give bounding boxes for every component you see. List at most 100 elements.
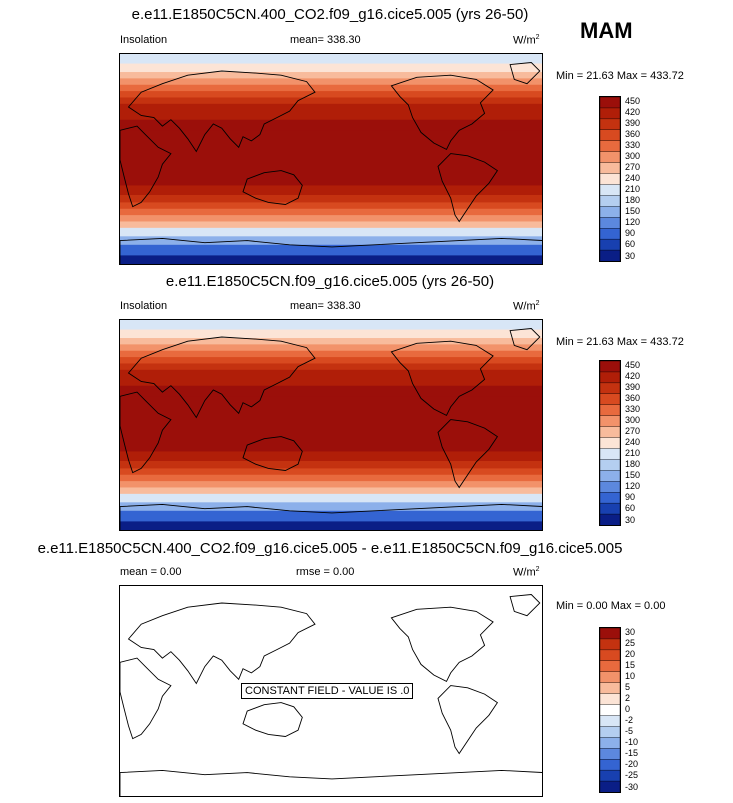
colorbar-swatch — [599, 448, 621, 461]
colorbar-swatch — [599, 140, 621, 153]
panel2-colorbar-labels: 450 420 390 360 330 300 270 240 210 180 150 120 90 60… — [625, 360, 665, 526]
panel2-title: e.e11.E1850C5CN.f09_g16.cice5.005 (yrs 2… — [165, 273, 495, 290]
colorbar-swatch — [599, 671, 621, 684]
colorbar-swatch — [599, 238, 621, 251]
insolation-band — [120, 97, 542, 105]
colorbar-swatch — [599, 107, 621, 120]
insolation-band — [120, 320, 542, 331]
coastline — [127, 602, 316, 685]
colorbar-swatch — [599, 682, 621, 695]
colorbar-level-label: 270 — [625, 425, 641, 436]
season-label: MAM — [580, 18, 633, 43]
insolation-band — [120, 111, 542, 121]
insolation-band — [120, 72, 542, 79]
insolation-band — [120, 54, 542, 65]
insolation-band — [120, 521, 542, 530]
colorbar-level-label: 90 — [625, 492, 636, 503]
colorbar-level-label: 2 — [625, 692, 631, 703]
panel3-units: W/m2 — [513, 566, 540, 579]
panel3-colorbar — [599, 627, 621, 793]
panel3-mean-label: mean = 0.00 — [120, 566, 182, 578]
panel3-title: e.e11.E1850C5CN.400_CO2.f09_g16.cice5.00… — [37, 540, 623, 557]
colorbar-level-label: 360 — [625, 392, 641, 403]
insolation-band — [120, 78, 542, 86]
insolation-band — [120, 63, 542, 73]
colorbar-swatch — [599, 129, 621, 142]
colorbar-swatch — [599, 217, 621, 229]
colorbar-swatch — [599, 704, 621, 717]
colorbar-swatch — [599, 693, 621, 706]
colorbar-swatch — [599, 758, 621, 771]
colorbar-swatch — [599, 227, 621, 240]
colorbar-level-label: 450 — [625, 95, 641, 106]
insolation-band — [120, 338, 542, 345]
coastline — [242, 170, 303, 205]
colorbar-swatch — [599, 415, 621, 428]
colorbar-level-label: 150 — [625, 470, 641, 481]
coastline — [509, 594, 541, 617]
insolation-band — [120, 329, 542, 339]
coastline — [437, 419, 499, 489]
colorbar-level-label: -25 — [625, 770, 639, 781]
panel2-variable-label: Insolation — [120, 300, 168, 312]
colorbar-swatch — [599, 437, 621, 450]
colorbar-level-label: -30 — [625, 781, 639, 792]
colorbar-swatch — [599, 769, 621, 782]
insolation-band — [120, 208, 542, 216]
colorbar-level-label: 15 — [625, 659, 636, 670]
colorbar-level-label: 60 — [625, 239, 636, 250]
colorbar-swatch — [599, 649, 621, 662]
colorbar-swatch — [599, 206, 621, 218]
colorbar-level-label: 330 — [625, 403, 641, 414]
insolation-band — [120, 474, 542, 482]
coastline — [390, 606, 494, 683]
colorbar-swatch — [599, 184, 621, 197]
colorbar-level-label: -5 — [625, 726, 634, 737]
colorbar-swatch — [599, 737, 621, 749]
insolation-band — [120, 363, 542, 371]
colorbar-level-label: -10 — [625, 737, 639, 748]
coastline — [242, 702, 303, 737]
colorbar-level-label: 360 — [625, 128, 641, 139]
colorbar-level-label: 240 — [625, 173, 641, 183]
colorbar-swatch — [599, 151, 621, 164]
panel2-units: W/m2 — [513, 300, 540, 313]
colorbar-level-label: -20 — [625, 759, 639, 770]
insolation-band — [120, 385, 542, 397]
colorbar-level-label: 300 — [625, 150, 641, 161]
coastline — [242, 436, 303, 471]
insolation-band — [120, 130, 542, 187]
insolation-band — [120, 119, 542, 131]
insolation-band — [120, 215, 542, 223]
coastline — [120, 503, 542, 530]
panel3-minmax: Min = 0.00 Max = 0.00 — [556, 600, 666, 612]
colorbar-swatch — [599, 748, 621, 760]
insolation-band — [120, 255, 542, 264]
colorbar-swatch — [599, 638, 621, 651]
insolation-band — [120, 185, 542, 196]
coastline — [390, 74, 494, 151]
colorbar-level-label: 5 — [625, 681, 631, 692]
coastline — [127, 70, 316, 153]
panel2-colorbar-swatches — [599, 360, 621, 526]
colorbar-swatch — [599, 513, 621, 526]
insolation-band — [120, 493, 542, 503]
coastline — [120, 237, 542, 264]
colorbar-swatch — [599, 780, 621, 793]
colorbar-swatch — [599, 470, 621, 482]
colorbar-swatch — [599, 459, 621, 471]
insolation-band — [120, 369, 542, 378]
colorbar-swatch — [599, 382, 621, 395]
insolation-band — [120, 84, 542, 92]
insolation-band — [120, 487, 542, 495]
insolation-band — [120, 460, 542, 469]
insolation-band — [120, 344, 542, 352]
colorbar-swatch — [599, 502, 621, 515]
colorbar-level-label: 420 — [625, 106, 641, 117]
insolation-band — [120, 377, 542, 387]
colorbar-level-label: 390 — [625, 117, 641, 128]
colorbar-swatch — [599, 96, 621, 109]
panel3-colorbar-swatches — [599, 627, 621, 793]
panel1-mean-label: mean= 338.30 — [290, 34, 361, 46]
coastline — [437, 153, 499, 223]
